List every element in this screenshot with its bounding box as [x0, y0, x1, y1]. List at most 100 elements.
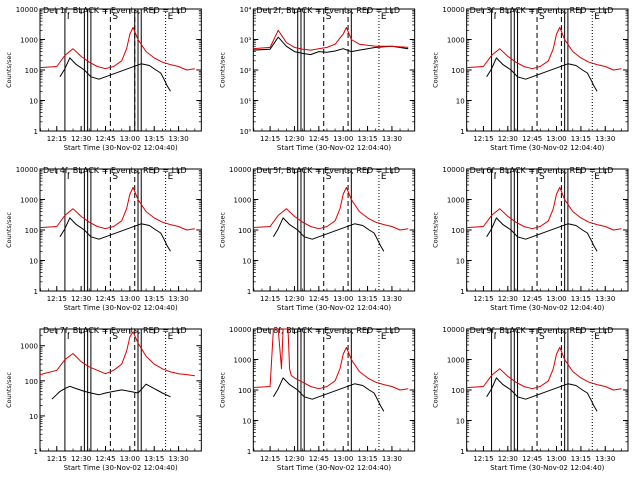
- x-tick-label: 13:15: [357, 455, 377, 463]
- x-tick-label: 12:45: [522, 135, 542, 143]
- x-tick-label: 13:00: [546, 455, 566, 463]
- y-tick-label: 1: [34, 288, 38, 296]
- y-tick-label: 1000: [447, 357, 465, 365]
- y-tick-label: 10: [29, 258, 38, 266]
- x-tick-label: 13:15: [571, 135, 591, 143]
- series-lld-line: [253, 26, 409, 51]
- x-tick-label: 13:00: [546, 295, 566, 303]
- series-lld-line: [39, 26, 195, 71]
- x-tick-label: 13:15: [144, 455, 164, 463]
- interval-marker-label: E: [381, 332, 387, 342]
- x-axis-label: Start Time (30-Nov-02 12:04:40): [490, 304, 604, 312]
- y-tick-label: 100: [25, 67, 38, 75]
- series-events-line: [486, 217, 598, 252]
- x-tick-label: 12:30: [71, 135, 91, 143]
- panel-title: Det 7f, BLACK = Events, RED = LLD: [43, 326, 187, 335]
- y-tick-label: 10⁰: [240, 128, 252, 136]
- x-tick-label: 12:45: [95, 295, 115, 303]
- interval-marker-label: I: [494, 332, 497, 342]
- y-tick-label: 100: [451, 67, 464, 75]
- panel-8: Det 8f, BLACK = Events, RED = LLD 1 10 100 1…: [218, 326, 416, 472]
- plot-frame: [39, 328, 202, 452]
- x-tick-label: 12:45: [95, 135, 115, 143]
- y-tick-label: 100: [238, 227, 251, 235]
- y-tick-label: 10¹: [240, 98, 252, 106]
- panel-title: Det 9f, BLACK = Events, RED = LLD: [470, 326, 614, 335]
- x-axis-label: Start Time (30-Nov-02 12:04:40): [64, 464, 178, 472]
- x-tick-label: 13:15: [144, 135, 164, 143]
- x-axis-label: Start Time (30-Nov-02 12:04:40): [490, 144, 604, 152]
- y-tick-label: 10²: [240, 67, 252, 75]
- panel-7: Det 7f, BLACK = Events, RED = LLD 1 10 100 1…: [5, 326, 202, 472]
- x-tick-label: 12:15: [260, 455, 280, 463]
- series-events-line: [59, 217, 171, 252]
- y-tick-label: 10: [456, 258, 465, 266]
- x-tick-label: 13:30: [168, 135, 188, 143]
- panel-title: Det 3f, BLACK = Events, RED = LLD: [470, 6, 614, 15]
- y-tick-label: 1000: [20, 343, 38, 351]
- x-tick-label: 12:15: [47, 135, 67, 143]
- interval-marker-label: S: [539, 12, 545, 22]
- y-axis-label: Counts/sec: [218, 372, 226, 408]
- interval-marker-label: E: [381, 172, 387, 182]
- interval-marker-label: S: [326, 172, 332, 182]
- y-tick-label: 10: [456, 98, 465, 106]
- y-axis-label: Counts/sec: [5, 52, 13, 88]
- interval-marker-label: I: [494, 12, 497, 22]
- y-tick-label: 1000: [20, 197, 38, 205]
- panel-3: Det 3f, BLACK = Events, RED = LLD 1 10 100 1…: [432, 6, 629, 152]
- panel-1: Det 1f, BLACK = Events, RED = LLD 1 10 100 1…: [5, 6, 202, 152]
- x-tick-label: 13:15: [357, 135, 377, 143]
- x-tick-label: 12:45: [309, 295, 329, 303]
- y-tick-label: 100: [451, 227, 464, 235]
- series-lld-line: [39, 331, 195, 377]
- series-events-line: [253, 36, 409, 56]
- x-tick-label: 13:30: [382, 135, 402, 143]
- panel-5: Det 5f, BLACK = Events, RED = LLD 1 10 100 1…: [218, 166, 416, 312]
- interval-marker-label: I: [494, 172, 497, 182]
- x-tick-label: 13:30: [595, 455, 615, 463]
- x-axis-label: Start Time (30-Nov-02 12:04:40): [64, 144, 178, 152]
- y-axis-label: Counts/sec: [432, 212, 440, 248]
- interval-marker-label: S: [539, 172, 545, 182]
- y-tick-label: 1000: [447, 197, 465, 205]
- x-tick-label: 13:15: [571, 455, 591, 463]
- y-tick-label: 10: [242, 258, 251, 266]
- y-tick-label: 1: [247, 448, 251, 456]
- y-axis-label: Counts/sec: [218, 212, 226, 248]
- y-tick-label: 1: [460, 288, 464, 296]
- series-lld-line: [39, 186, 195, 231]
- x-tick-label: 12:30: [71, 295, 91, 303]
- panel-title: Det 1f, BLACK = Events, RED = LLD: [43, 6, 187, 15]
- y-tick-label: 100: [238, 387, 251, 395]
- interval-marker-label: S: [326, 332, 332, 342]
- interval-marker-label: I: [67, 12, 70, 22]
- interval-marker-label: E: [381, 12, 387, 22]
- x-tick-label: 13:15: [571, 295, 591, 303]
- x-tick-label: 13:30: [595, 295, 615, 303]
- panel-9: Det 9f, BLACK = Events, RED = LLD 1 10 100 1…: [432, 326, 629, 472]
- panel-title: Det 8f, BLACK = Events, RED = LLD: [256, 326, 400, 335]
- x-tick-label: 12:30: [284, 135, 304, 143]
- x-tick-label: 13:30: [168, 295, 188, 303]
- y-axis-label: Counts/sec: [5, 212, 13, 248]
- panel-6: Det 6f, BLACK = Events, RED = LLD 1 10 100 1…: [432, 166, 629, 312]
- x-tick-label: 13:15: [144, 295, 164, 303]
- x-tick-label: 13:30: [382, 295, 402, 303]
- plot-frame: [252, 8, 416, 132]
- x-tick-label: 12:45: [522, 295, 542, 303]
- y-tick-label: 100: [25, 378, 38, 386]
- series-lld-line: [466, 346, 622, 391]
- series-events-line: [486, 57, 598, 92]
- x-axis-label: Start Time (30-Nov-02 12:04:40): [64, 304, 178, 312]
- x-axis-label: Start Time (30-Nov-02 12:04:40): [277, 304, 391, 312]
- x-tick-label: 13:30: [382, 455, 402, 463]
- y-tick-label: 1: [460, 448, 464, 456]
- x-tick-label: 12:30: [284, 295, 304, 303]
- y-tick-label: 10³: [240, 37, 252, 45]
- panel-title: Det 5f, BLACK = Events, RED = LLD: [256, 166, 400, 175]
- x-axis-label: Start Time (30-Nov-02 12:04:40): [490, 464, 604, 472]
- y-tick-label: 100: [25, 227, 38, 235]
- x-tick-label: 13:00: [120, 135, 140, 143]
- x-axis-label: Start Time (30-Nov-02 12:04:40): [277, 144, 391, 152]
